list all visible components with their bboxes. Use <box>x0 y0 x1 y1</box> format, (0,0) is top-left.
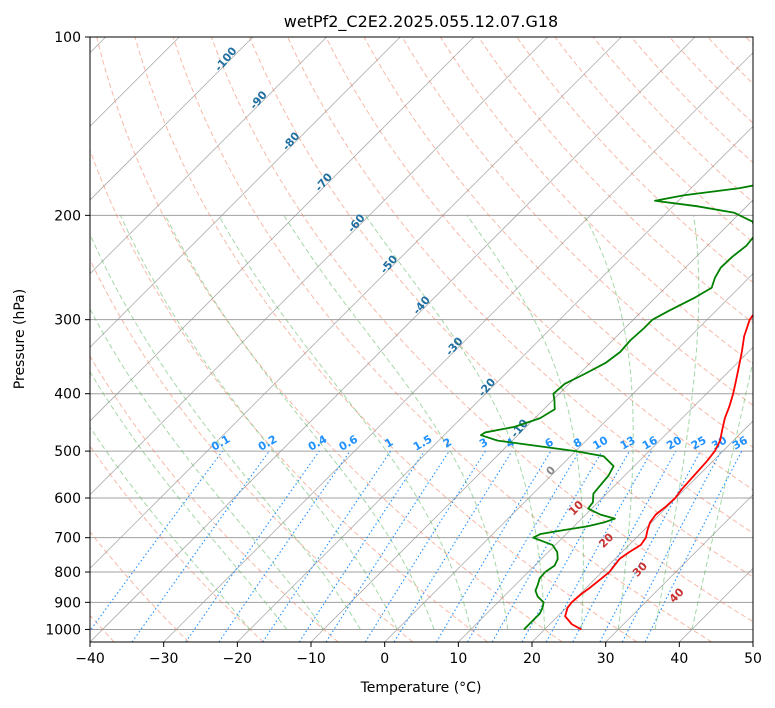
isotherm-line <box>237 125 753 642</box>
temperature-profile-line <box>564 313 753 631</box>
moist-adiabat-line <box>90 233 361 630</box>
chart-title: wetPf2_C2E2.2025.055.12.07.G18 <box>284 12 558 32</box>
x-tick-label: 30 <box>597 651 615 667</box>
isotherm-line <box>458 346 753 642</box>
mixing-ratio-line <box>393 450 513 642</box>
dry-adiabat-line <box>172 37 712 642</box>
moist-adiabat-line <box>583 215 634 630</box>
y-tick-label: 500 <box>54 444 81 460</box>
isotherm-line <box>90 37 254 201</box>
x-tick-label: −20 <box>223 651 253 667</box>
mixing-ratio-line <box>364 450 486 642</box>
y-tick-label: 900 <box>54 595 81 611</box>
dry-adiabat-line <box>478 37 753 324</box>
moist-adiabat-line <box>120 215 398 630</box>
mixing-ratio-line <box>131 450 270 642</box>
dry-adiabat-line <box>516 37 753 284</box>
dry-adiabat-line <box>90 530 190 642</box>
mixing-ratio-line <box>491 450 603 642</box>
dry-adiabat-line <box>287 37 753 534</box>
dry-adiabat-line <box>90 355 339 642</box>
isotherm-line <box>310 199 753 642</box>
mixing-ratio-line <box>467 450 580 642</box>
x-tick-label: 20 <box>523 651 541 667</box>
x-tick-label: 40 <box>670 651 688 667</box>
axis-ticks: −40 −30 −20 −10 0 10 20 30 40 50 100 200 300 400 500 60… <box>45 30 762 667</box>
dry-adiabat-line <box>325 37 753 491</box>
mixing-ratio-line <box>521 450 630 642</box>
y-tick-label: 100 <box>54 30 81 46</box>
moist-adiabat-line <box>90 308 324 630</box>
moist-adiabat-line <box>90 370 288 630</box>
y-tick-label: 400 <box>54 387 81 403</box>
x-tick-label: −10 <box>296 651 326 667</box>
x-tick-label: −40 <box>75 651 105 667</box>
dry-adiabat-line <box>249 37 753 578</box>
dry-adiabat-line <box>363 37 753 448</box>
y-tick-label: 700 <box>54 531 81 547</box>
plot-frame <box>89 36 754 643</box>
isotherm-line <box>90 37 327 275</box>
moist-adiabat-line <box>90 426 251 630</box>
isotherm-line <box>605 494 753 642</box>
isotherm-line <box>90 37 475 422</box>
dewpoint-profile-line <box>480 184 753 631</box>
y-tick-label: 300 <box>54 313 81 329</box>
moist-adiabat-line <box>283 215 509 630</box>
isotherm-line <box>90 37 622 569</box>
x-tick-label: 50 <box>744 651 762 667</box>
mixing-ratio-line <box>325 450 450 642</box>
dry-adiabat-line <box>134 37 638 642</box>
y-tick-label: 1000 <box>45 622 81 638</box>
mixing-ratio-line <box>572 450 677 642</box>
isotherm-line <box>90 37 696 642</box>
y-axis-title: Pressure (hPa) <box>12 289 28 389</box>
moist-adiabat-line <box>364 215 546 630</box>
dry-adiabat-line <box>96 37 563 642</box>
y-tick-label: 200 <box>54 208 81 224</box>
x-tick-label: −30 <box>149 651 179 667</box>
mixing-ratio-line <box>435 450 552 642</box>
mixing-ratio-line <box>90 450 223 632</box>
x-axis-title: Temperature (°C) <box>360 680 482 696</box>
x-tick-label: 10 <box>449 651 467 667</box>
plot-area: 0.1 0.2 0.4 0.6 1 1.5 2 3 4 6 8 10 13 16 20 25 30 36-100-… <box>90 37 753 642</box>
dry-adiabat-line <box>90 148 488 642</box>
dry-adiabat-line <box>401 37 753 406</box>
y-tick-label: 800 <box>54 565 81 581</box>
dry-adiabat-line <box>592 37 753 203</box>
isotherm-line <box>531 420 753 642</box>
moist-adiabat-line <box>218 215 472 630</box>
x-tick-label: 0 <box>380 651 389 667</box>
isotherm-line <box>90 37 548 496</box>
isotherm-line <box>163 52 753 642</box>
dry-adiabat-line <box>210 37 753 623</box>
mixing-ratio-line <box>218 450 351 642</box>
mixing-ratio-line <box>185 450 320 642</box>
mixing-ratio-line <box>545 450 653 642</box>
isotherm-line <box>384 273 753 642</box>
y-tick-label: 600 <box>54 491 81 507</box>
